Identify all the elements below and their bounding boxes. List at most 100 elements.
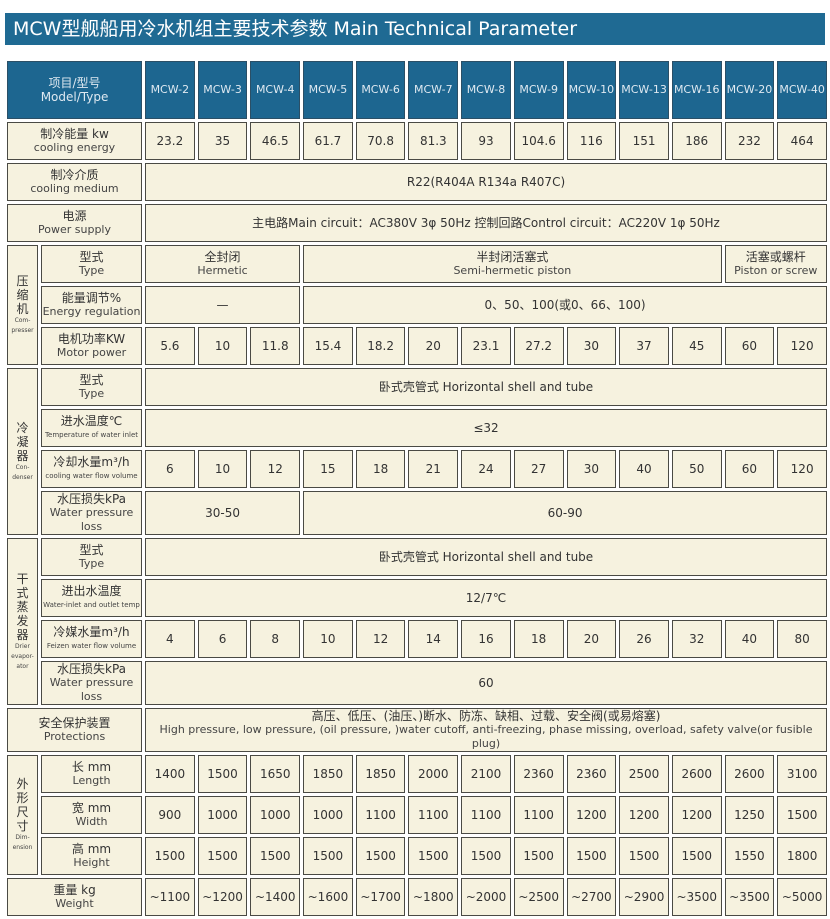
group-label-condenser: 冷凝器 Con-denser (7, 368, 38, 535)
value-cell: 60 (724, 327, 775, 365)
row-label-cn: 能量调节% (61, 291, 122, 305)
value-cell: 1500 (671, 837, 722, 875)
row-label-cn: 冷却水量m³/h (53, 455, 130, 469)
group-label-cn: 外形尺寸 (16, 777, 29, 833)
value-cell: ~2700 (566, 878, 617, 916)
value-cell: 1250 (724, 796, 775, 834)
value-cell: 1500 (408, 837, 459, 875)
model-header: MCW-3 (197, 61, 248, 119)
value-cell: 37 (619, 327, 669, 365)
value-cell: 18 (355, 450, 406, 488)
row-label-en: cooling water flow volume (45, 472, 138, 480)
value-cell: 全封闭 Hermetic (145, 245, 301, 283)
value-cell: 高压、低压、(油压、)断水、防冻、缺相、过载、安全阀(或易熔塞) High pre… (145, 708, 827, 752)
header-label: 项目/型号 Model/Type (7, 61, 143, 119)
value-cell: ~1400 (250, 878, 301, 916)
table-row: 制冷介质 cooling medium R22(R404A R134a R407C) (7, 163, 827, 201)
value-cell: 5.6 (145, 327, 195, 365)
model-header: MCW-5 (303, 61, 353, 119)
row-label-en: Water pressure loss (49, 676, 134, 703)
row-label: 进水温度℃ Temperature of water inlet (41, 409, 143, 447)
value-cell: ~1100 (145, 878, 195, 916)
value-cell: 10 (303, 620, 353, 658)
row-label-en: Power supply (38, 223, 111, 236)
value-cell: 活塞或螺杆 Piston or screw (724, 245, 827, 283)
value-cell: ~2500 (513, 878, 564, 916)
value-cell: 900 (145, 796, 195, 834)
value-cell: 20 (566, 620, 617, 658)
value-cell: 1100 (408, 796, 459, 834)
value-cell: 21 (408, 450, 459, 488)
value-cell: 80 (777, 620, 827, 658)
value-cn: 活塞或螺杆 (745, 250, 806, 264)
value-cell: 1500 (250, 837, 301, 875)
value-cell: 61.7 (303, 122, 353, 160)
value-cell: 1200 (566, 796, 617, 834)
row-label: 水压损失kPa Water pressure loss (41, 661, 143, 705)
row-label-cn: 高 mm (71, 842, 112, 856)
value-cell: 1000 (197, 796, 248, 834)
value-cell: 1500 (303, 837, 353, 875)
model-header: MCW-4 (250, 61, 301, 119)
value-cn: 高压、低压、(油压、)断水、防冻、缺相、过载、安全阀(或易熔塞) (311, 709, 661, 723)
model-header: MCW-8 (461, 61, 511, 119)
group-label-en: Dim-ension (12, 834, 33, 851)
value-cell: 2100 (461, 755, 511, 793)
value-cell: 46.5 (250, 122, 301, 160)
model-header: MCW-20 (724, 61, 775, 119)
row-label-cn: 型式 (79, 543, 104, 557)
value-cell: 93 (461, 122, 511, 160)
value-cell: 1500 (777, 796, 827, 834)
value-cell: 1500 (513, 837, 564, 875)
value-cell: 12/7℃ (145, 579, 827, 617)
value-cell: 0、50、100(或0、66、100) (303, 286, 827, 324)
value-cell: 10 (197, 327, 248, 365)
value-cell: 1500 (197, 755, 248, 793)
row-label: 安全保护装置 Protections (7, 708, 143, 752)
table-row: 能量调节% Energy regulation —0、50、100(或0、66、10… (7, 286, 827, 324)
value-cell: 1500 (566, 837, 617, 875)
value-cell: 2600 (671, 755, 722, 793)
value-en: Piston or screw (734, 264, 818, 277)
value-cell: 27.2 (513, 327, 564, 365)
row-label-cn: 电源 (62, 209, 87, 223)
value-cell: 40 (619, 450, 669, 488)
row-label-en: Motor power (56, 346, 127, 359)
row-label-en: Energy regulation (42, 305, 141, 318)
header-label-cn: 项目/型号 (48, 76, 101, 90)
row-label: 型式 Type (41, 538, 143, 576)
value-cell: 116 (566, 122, 617, 160)
row-label-cn: 水压损失kPa (57, 662, 127, 676)
group-label-cn: 干式蒸发器 (16, 571, 29, 642)
value-cell: 23.1 (461, 327, 511, 365)
table-row: 冷媒水量m³/h Feizen water flow volume 4 6 8 10 12 1… (7, 620, 827, 658)
model-header: MCW-9 (513, 61, 564, 119)
row-label-cn: 重量 kg (53, 883, 96, 897)
value-cell: 3100 (777, 755, 827, 793)
table-row: 压缩机 Com-presser 型式 Type 全封闭 Hermetic 半封闭活塞式 Sem… (7, 245, 827, 365)
model-header: MCW-13 (619, 61, 669, 119)
table-row: 电源 Power supply 主电路Main circuit：AC380V 3φ … (7, 204, 827, 242)
row-label-en: cooling medium (30, 182, 119, 195)
value-cell: 464 (777, 122, 827, 160)
value-cell: ~1700 (355, 878, 406, 916)
row-label-cn: 制冷介质 (50, 168, 99, 182)
value-cell: 1100 (355, 796, 406, 834)
row-label-cn: 水压损失kPa (57, 492, 127, 506)
value-cell: 11.8 (250, 327, 301, 365)
value-cell: 2500 (619, 755, 669, 793)
value-cell: 32 (671, 620, 722, 658)
value-cell: ~2900 (619, 878, 669, 916)
value-cell: 4 (145, 620, 195, 658)
value-cell: 15 (303, 450, 353, 488)
value-cell: 6 (197, 620, 248, 658)
value-cell: 60-90 (303, 491, 827, 535)
value-cell: — (145, 286, 301, 324)
value-cn: 半封闭活塞式 (476, 250, 549, 264)
group-label-en: Drier evapor-ator (11, 642, 34, 670)
table-row: 进水温度℃ Temperature of water inlet ≤32 (7, 409, 827, 447)
value-cell: 186 (671, 122, 722, 160)
value-cell: 2360 (566, 755, 617, 793)
value-cell: 30 (566, 327, 617, 365)
value-en: Semi-hermetic piston (453, 264, 572, 277)
